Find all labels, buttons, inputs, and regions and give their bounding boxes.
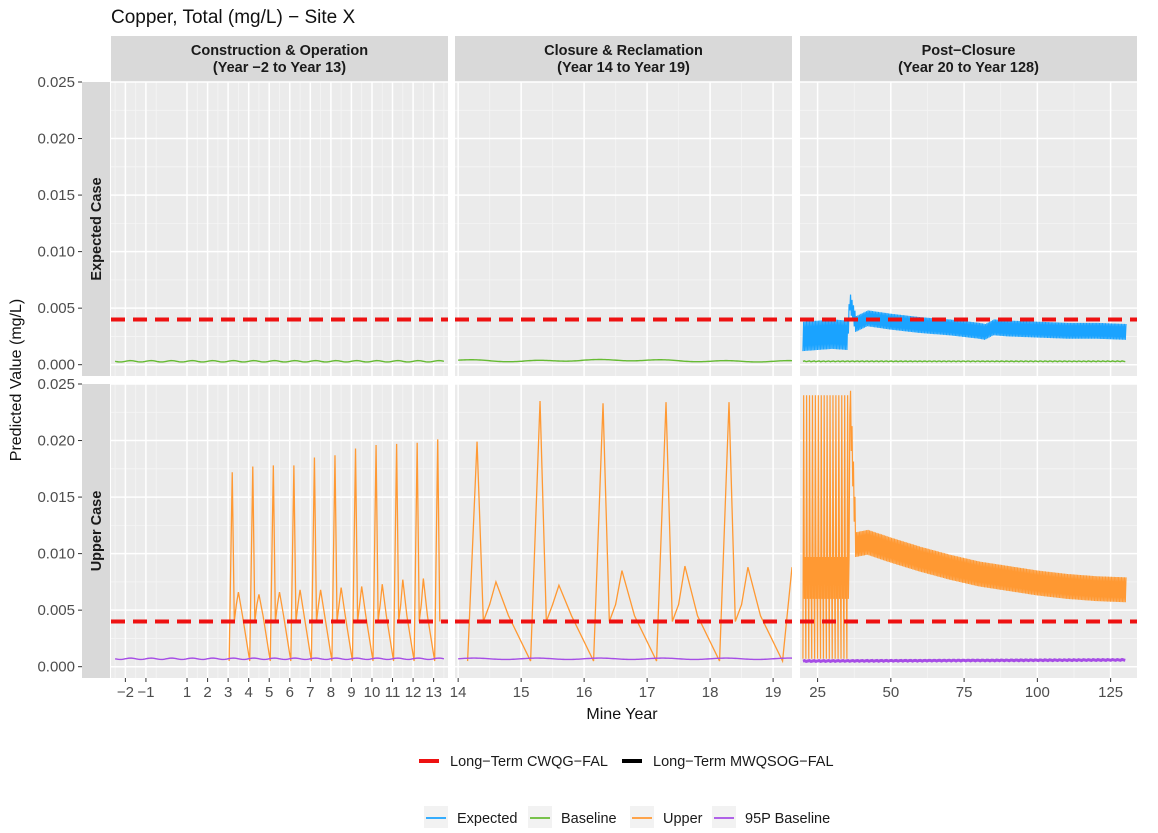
y-tick-label: 0.000 [37, 357, 75, 374]
y-axis-title: Predicted Value (mg/L) [8, 299, 25, 461]
facet-strip-label: (Year −2 to Year 13) [213, 60, 346, 76]
facet-strip-column [111, 36, 448, 82]
facet-row-label: Expected Case [89, 177, 105, 280]
x-tick-label: 50 [882, 684, 899, 701]
x-tick-label: 13 [425, 684, 442, 701]
panel-marks [800, 390, 1137, 664]
x-tick-label: 100 [1025, 684, 1050, 701]
facet-strip-label: Closure & Reclamation [544, 43, 703, 59]
x-tick-label: 14 [450, 684, 467, 701]
facet-strip-label: Post−Closure [922, 43, 1016, 59]
legend-label: Expected [457, 811, 517, 827]
legend-key-bg [630, 806, 654, 828]
facet-row-label: Upper Case [89, 491, 105, 572]
panel-background [455, 82, 792, 376]
y-tick-label: 0.010 [37, 244, 75, 261]
legend-key-bg [712, 806, 736, 828]
x-tick-label: 11 [385, 684, 401, 701]
facet-strip-label: Construction & Operation [191, 43, 368, 59]
x-tick-label: 16 [576, 684, 593, 701]
series-line [802, 390, 1127, 659]
series-line [458, 358, 792, 363]
x-tick-label: 4 [245, 684, 253, 701]
series-line [802, 294, 1127, 352]
x-tick-label: 8 [327, 684, 335, 701]
x-tick-label: −1 [137, 684, 154, 701]
x-axis-title: Mine Year [586, 706, 658, 723]
x-tick-label: −2 [117, 684, 134, 701]
panel-marks [455, 317, 792, 363]
y-tick-label: 0.025 [37, 376, 75, 393]
x-tick-label: 12 [405, 684, 422, 701]
x-tick-label: 75 [956, 684, 973, 701]
x-tick-label: 3 [224, 684, 232, 701]
x-tick-label: 2 [203, 684, 211, 701]
y-tick-label: 0.000 [37, 659, 75, 676]
y-tick-label: 0.005 [37, 300, 75, 317]
x-tick-label: 9 [347, 684, 355, 701]
panel-marks [111, 439, 448, 662]
series-line [802, 657, 1126, 664]
facet-strip-label: (Year 14 to Year 19) [557, 60, 690, 76]
x-tick-label: 6 [286, 684, 294, 701]
panel-marks [455, 400, 792, 664]
panel-background [800, 384, 1137, 678]
y-tick-label: 0.010 [37, 546, 75, 563]
legend-label: Upper [663, 811, 703, 827]
panel-marks [111, 317, 448, 363]
facet-strip-row [82, 82, 110, 376]
x-tick-label: 17 [639, 684, 656, 701]
legend-label: Baseline [561, 811, 617, 827]
panel-background [455, 384, 792, 678]
y-tick-label: 0.005 [37, 602, 75, 619]
series-line [458, 657, 792, 661]
x-tick-label: 25 [809, 684, 826, 701]
x-tick-label: 125 [1098, 684, 1123, 701]
legend-key-bg [424, 806, 448, 828]
y-tick-label: 0.015 [37, 489, 75, 506]
series-line [466, 400, 792, 664]
series-line [228, 439, 441, 662]
facet-strip-column [455, 36, 792, 82]
x-tick-label: 15 [513, 684, 530, 701]
legend-label: Long−Term MWQSOG−FAL [653, 754, 834, 770]
y-tick-label: 0.025 [37, 74, 75, 91]
legend-label: Long−Term CWQG−FAL [450, 754, 608, 770]
legend-label: 95P Baseline [745, 811, 830, 827]
y-tick-label: 0.015 [37, 187, 75, 204]
x-tick-label: 5 [265, 684, 273, 701]
series-line [802, 360, 1126, 363]
x-tick-label: 7 [306, 684, 314, 701]
y-tick-label: 0.020 [37, 433, 75, 450]
x-tick-label: 19 [765, 684, 782, 701]
x-tick-label: 10 [364, 684, 381, 701]
x-tick-label: 18 [702, 684, 719, 701]
facet-strip-row [82, 384, 110, 678]
chart-title: Copper, Total (mg/L) − Site X [111, 7, 355, 28]
facet-strip-column [800, 36, 1137, 82]
x-tick-label: 1 [183, 684, 191, 701]
facet-strip-label: (Year 20 to Year 128) [898, 60, 1039, 76]
series-line [114, 657, 445, 661]
legend-key-bg [528, 806, 552, 828]
series-line [114, 359, 445, 363]
panel-marks [800, 294, 1137, 363]
y-tick-label: 0.020 [37, 131, 75, 148]
